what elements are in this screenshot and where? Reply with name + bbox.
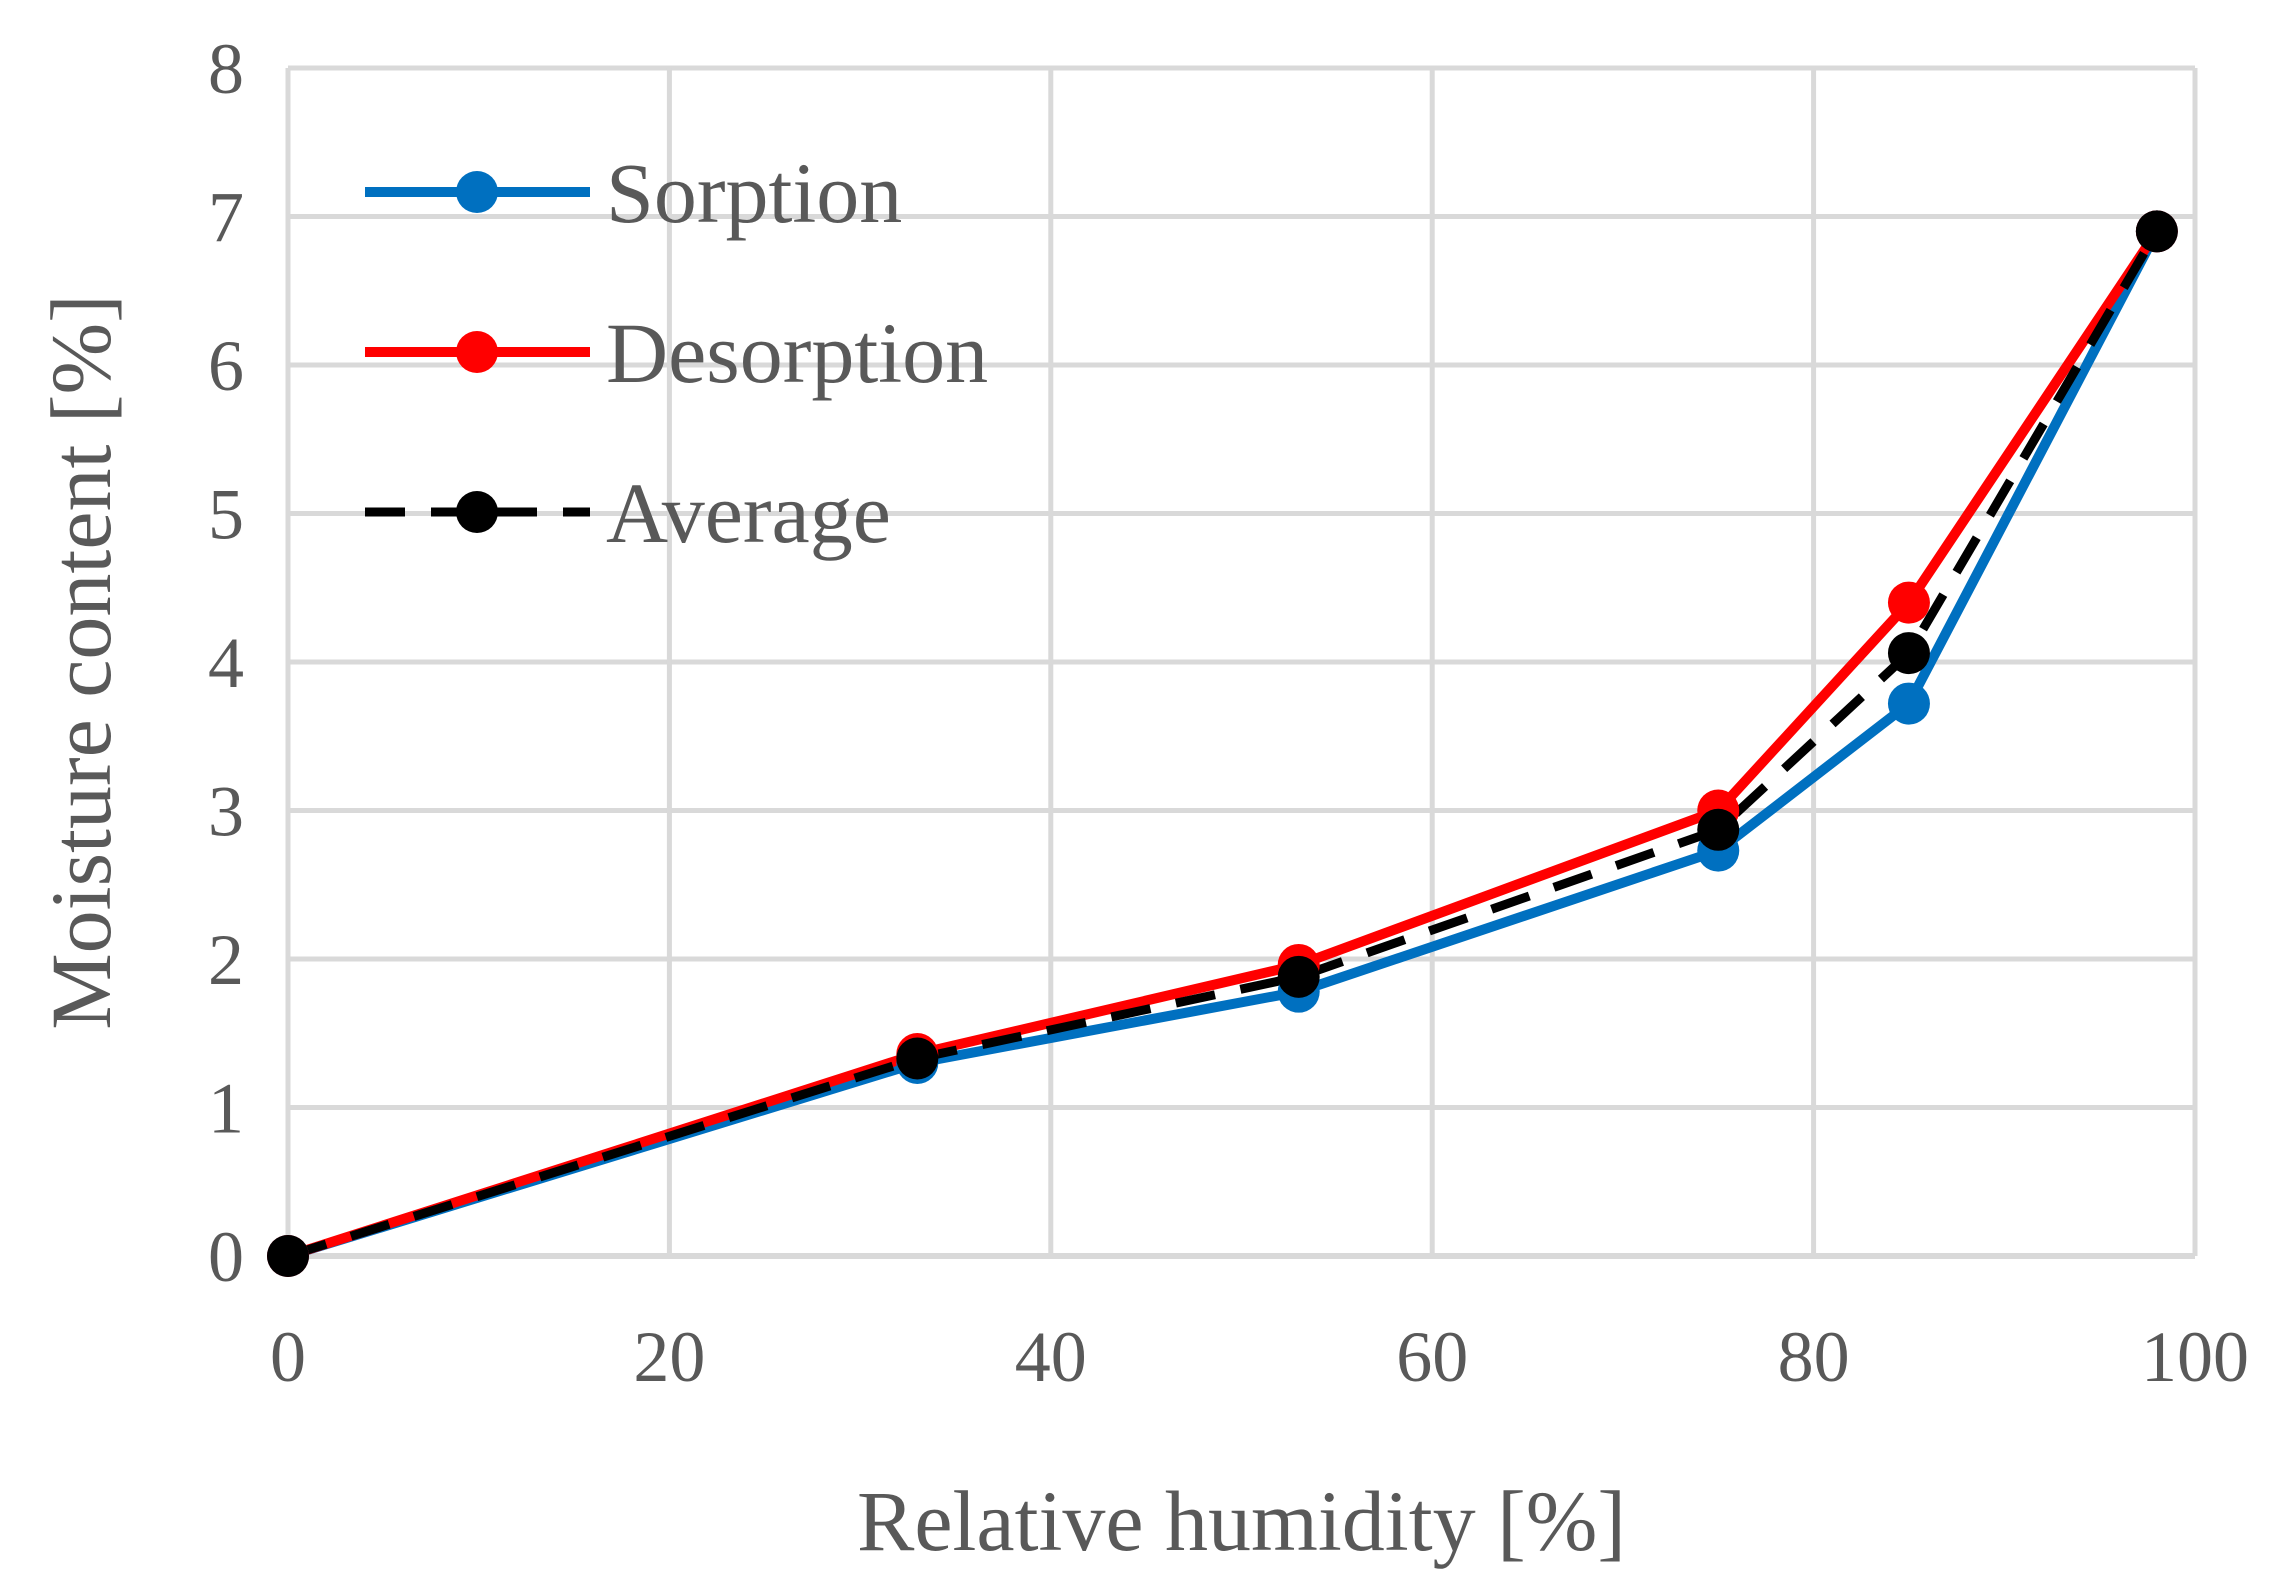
average-point-5 xyxy=(2135,210,2178,253)
legend-desorption-marker xyxy=(456,331,498,373)
y-tick-label-1: 1 xyxy=(208,1069,244,1149)
grid xyxy=(285,65,2198,1259)
y-tick-labels: 0 1 2 3 4 5 6 7 8 xyxy=(208,29,244,1297)
y-tick-label-3: 3 xyxy=(208,772,244,852)
sorption-point-4 xyxy=(1887,682,1930,725)
average-point-3 xyxy=(1697,808,1740,851)
x-tick-label-2: 40 xyxy=(1015,1317,1087,1397)
desorption-point-4 xyxy=(1887,581,1930,624)
legend-sorption-marker xyxy=(456,171,498,213)
desorption-line xyxy=(286,228,2162,1261)
y-tick-label-6: 6 xyxy=(208,326,244,406)
sorption-line xyxy=(286,229,2162,1261)
x-tick-label-4: 80 xyxy=(1778,1317,1850,1397)
legend-average-label: Average xyxy=(606,465,891,561)
y-tick-label-7: 7 xyxy=(208,178,244,258)
legend-sorption-label: Sorption xyxy=(606,145,902,241)
x-tick-label-3: 60 xyxy=(1396,1317,1468,1397)
average-point-2 xyxy=(1277,955,1320,998)
x-axis-title: Relative humidity [%] xyxy=(857,1473,1626,1569)
y-tick-label-8: 8 xyxy=(208,29,244,109)
average-point-0 xyxy=(267,1235,309,1277)
y-tick-label-2: 2 xyxy=(208,920,244,1000)
legend-desorption-label: Desorption xyxy=(606,305,988,401)
average-line xyxy=(286,229,2161,1261)
x-tick-label-5: 100 xyxy=(2141,1317,2249,1397)
y-tick-label-4: 4 xyxy=(208,623,244,703)
x-tick-labels: 0 20 40 60 80 100 xyxy=(270,1317,2249,1397)
x-tick-label-0: 0 xyxy=(270,1317,306,1397)
y-axis-title: Moisture content [%] xyxy=(33,294,129,1030)
legend-average-marker xyxy=(456,491,498,533)
legend: Sorption Desorption Average xyxy=(365,145,988,561)
average-point-1 xyxy=(896,1037,939,1080)
x-tick-label-1: 20 xyxy=(633,1317,705,1397)
series-points xyxy=(267,210,2178,1277)
series-lines xyxy=(286,228,2162,1261)
y-tick-label-0: 0 xyxy=(208,1217,244,1297)
y-tick-label-5: 5 xyxy=(208,475,244,555)
average-point-4 xyxy=(1887,632,1930,675)
